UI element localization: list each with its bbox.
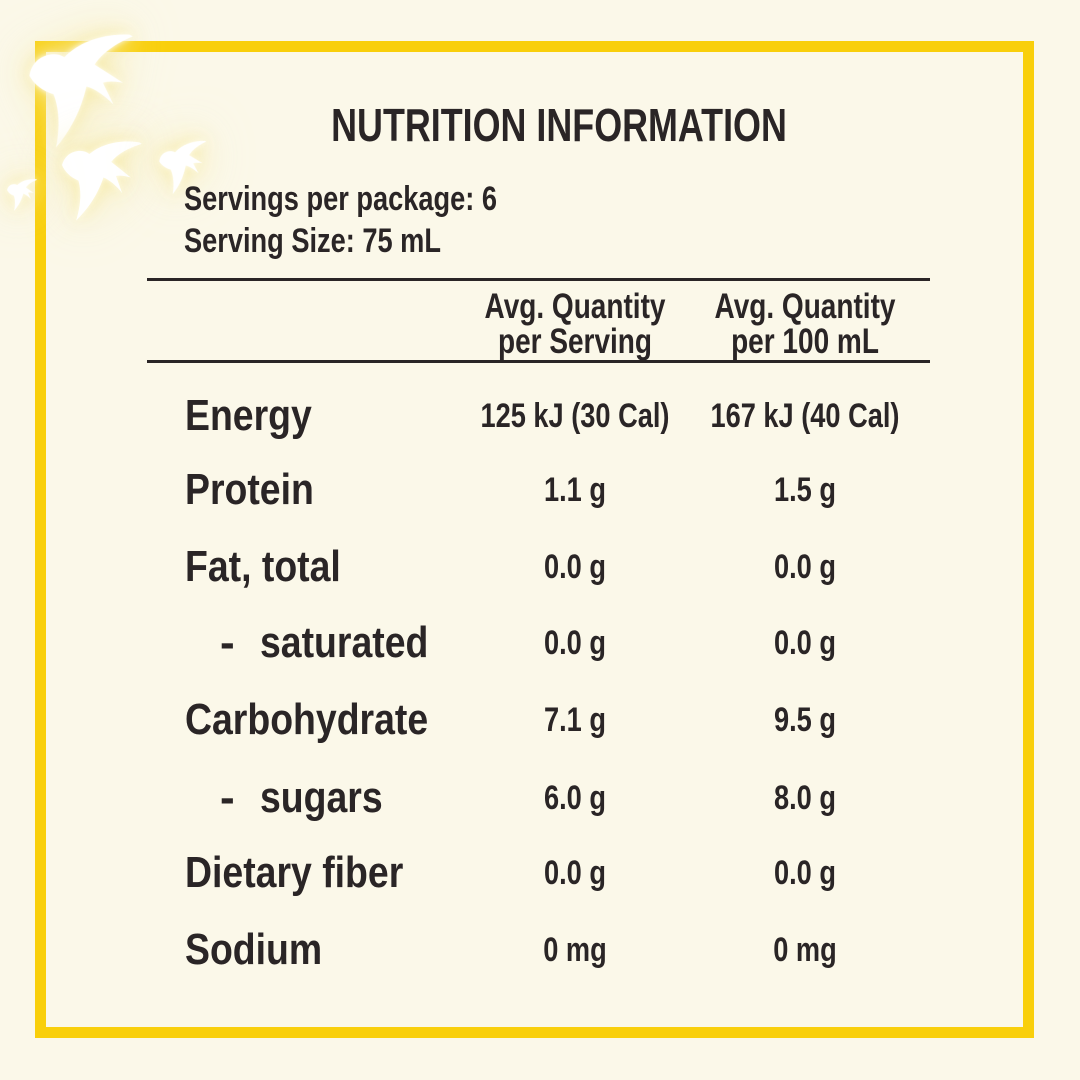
sub-row-dash: - bbox=[220, 773, 235, 822]
table-rule-top bbox=[147, 278, 930, 281]
value-per-100ml: 0.0 g bbox=[774, 624, 836, 662]
row-label: Carbohydrate bbox=[185, 695, 429, 744]
table-row-fat-total: Fat, total 0.0 g 0.0 g bbox=[147, 544, 930, 590]
servings-per-package: Servings per package: 6 bbox=[184, 180, 497, 218]
sub-row-dash: - bbox=[220, 618, 235, 667]
value-per-100ml: 9.5 g bbox=[774, 701, 836, 739]
table-row-dietary-fiber: Dietary fiber 0.0 g 0.0 g bbox=[147, 850, 930, 896]
value-per-100ml: 8.0 g bbox=[774, 779, 836, 817]
row-label: Fat, total bbox=[185, 542, 341, 591]
table-row-energy: Energy 125 kJ (30 Cal) 167 kJ (40 Cal) bbox=[147, 393, 930, 439]
row-label: saturated bbox=[260, 618, 429, 667]
value-per-100ml: 1.5 g bbox=[774, 471, 836, 509]
table-row-sodium: Sodium 0 mg 0 mg bbox=[147, 927, 930, 973]
table-rule-bottom bbox=[147, 360, 930, 363]
value-per-serving: 7.1 g bbox=[544, 701, 606, 739]
value-per-100ml: 0 mg bbox=[773, 931, 837, 969]
column-header-line: Avg. Quantity bbox=[484, 287, 666, 326]
value-per-100ml: 0.0 g bbox=[774, 854, 836, 892]
frame-border bbox=[35, 41, 1034, 1038]
row-label: Sodium bbox=[185, 925, 323, 974]
table-row-saturated: - saturated 0.0 g 0.0 g bbox=[147, 620, 930, 666]
row-label: Energy bbox=[185, 391, 312, 440]
table-row-protein: Protein 1.1 g 1.5 g bbox=[147, 467, 930, 513]
column-header-per-serving: Avg. Quantity per Serving bbox=[455, 289, 695, 359]
page-title: NUTRITION INFORMATION bbox=[331, 99, 787, 151]
value-per-serving: 6.0 g bbox=[544, 779, 606, 817]
row-label: Dietary fiber bbox=[185, 848, 404, 897]
column-header-line: per Serving bbox=[497, 322, 653, 361]
value-per-serving: 125 kJ (30 Cal) bbox=[480, 397, 670, 435]
value-per-100ml: 0.0 g bbox=[774, 548, 836, 586]
value-per-serving: 0.0 g bbox=[544, 548, 606, 586]
column-header-line: per 100 mL bbox=[731, 322, 879, 361]
row-label: sugars bbox=[260, 773, 383, 822]
value-per-100ml: 167 kJ (40 Cal) bbox=[710, 397, 900, 435]
value-per-serving: 1.1 g bbox=[544, 471, 606, 509]
table-row-carbohydrate: Carbohydrate 7.1 g 9.5 g bbox=[147, 697, 930, 743]
table-row-sugars: - sugars 6.0 g 8.0 g bbox=[147, 775, 930, 821]
column-header-per-100ml: Avg. Quantity per 100 mL bbox=[685, 289, 925, 359]
nutrition-table: Avg. Quantity per Serving Avg. Quantity … bbox=[147, 278, 930, 998]
value-per-serving: 0.0 g bbox=[544, 624, 606, 662]
serving-size: Serving Size: 75 mL bbox=[184, 222, 441, 260]
column-header-line: Avg. Quantity bbox=[714, 287, 896, 326]
value-per-serving: 0.0 g bbox=[544, 854, 606, 892]
value-per-serving: 0 mg bbox=[543, 931, 607, 969]
row-label: Protein bbox=[185, 465, 314, 514]
